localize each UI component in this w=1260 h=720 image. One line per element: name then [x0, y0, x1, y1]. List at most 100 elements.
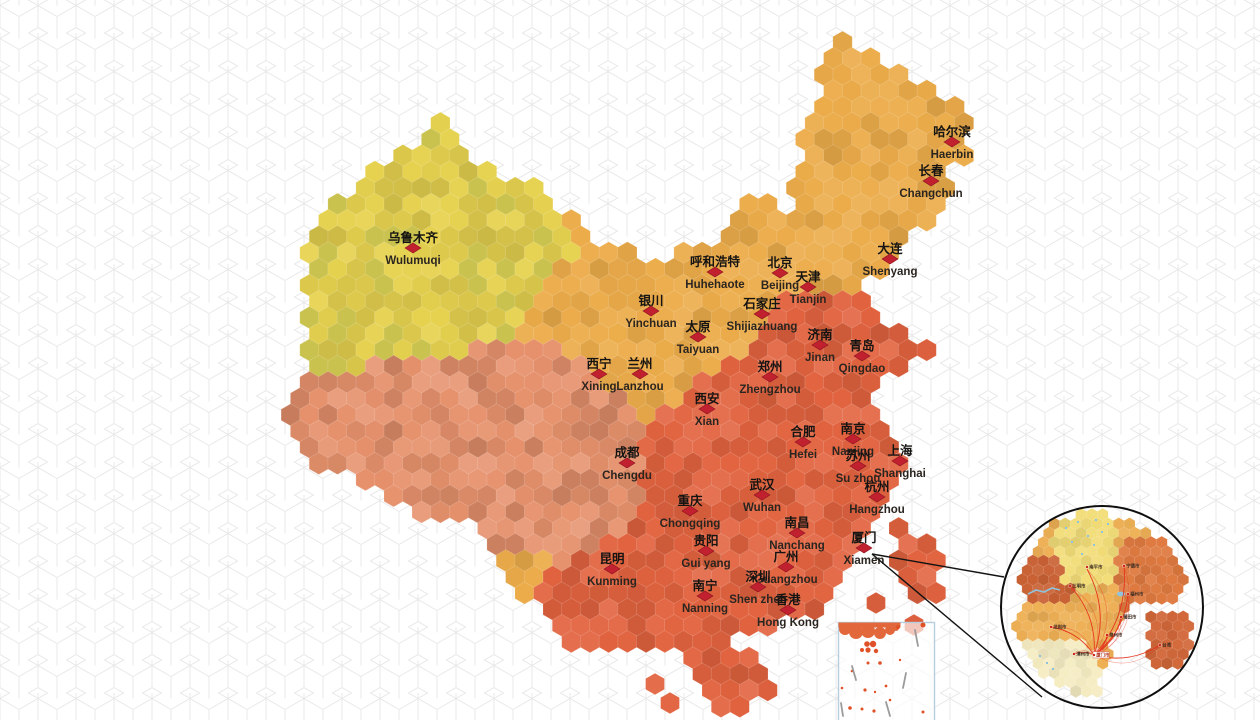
- inset-city-dot: [1072, 652, 1076, 656]
- city-name-cn: 杭州: [864, 479, 889, 494]
- city-name-cn: 上海: [887, 443, 913, 458]
- city-name-cn: 南京: [840, 421, 866, 436]
- sea-inset-coast: [861, 624, 875, 638]
- hex-tile: [729, 694, 750, 718]
- island-dot: [840, 686, 844, 690]
- south-china-sea-inset: [837, 621, 936, 720]
- flight-line: [1086, 568, 1101, 656]
- city-diamond-icon: [943, 136, 961, 148]
- sea-inset-coast: [839, 623, 851, 635]
- inset-city-label: 南平市: [1089, 564, 1103, 571]
- inset-city-台湾: 台湾: [1158, 642, 1172, 649]
- city-name-en: Hangzhou: [849, 504, 905, 516]
- city-name-cn: 香港: [774, 592, 801, 607]
- city-diamond-icon: [618, 457, 636, 469]
- inset-city-宁德市: 宁德市: [1122, 563, 1140, 570]
- city-name-en: Tianjin: [790, 294, 827, 306]
- hex-tile: [757, 678, 778, 702]
- flight-line: [1073, 651, 1095, 656]
- city-diamond-icon: [603, 563, 621, 575]
- city-marker-xian: 西安 Xian: [694, 391, 719, 428]
- hex-tile: [757, 613, 778, 637]
- inset-hex-tile: [1166, 591, 1179, 605]
- city-marker-taiyuan: 太原 Taiyuan: [677, 319, 720, 356]
- island-dot: [869, 640, 877, 648]
- island-dot: [873, 648, 879, 654]
- city-diamond-icon: [855, 542, 873, 554]
- flight-line: [1093, 565, 1125, 656]
- hex-tile: [660, 691, 680, 715]
- city-diamond-icon: [922, 175, 940, 187]
- city-name-cn: 深圳: [745, 569, 770, 584]
- city-diamond-icon: [404, 242, 422, 254]
- hex-tile: [866, 591, 886, 615]
- boundary-dash: [851, 665, 857, 681]
- city-marker-huhehaote: 呼和浩特 Huhehaote: [685, 254, 744, 291]
- city-marker-beijing: 北京 Beijing: [761, 255, 799, 292]
- flight-line: [1069, 585, 1099, 656]
- inset-city-dot: [1158, 643, 1162, 647]
- city-diamond-icon: [779, 604, 797, 616]
- city-name-en: Changchun: [899, 188, 962, 200]
- inset-city-漳州市: 漳州市: [1072, 651, 1090, 658]
- city-marker-guangzhou: 广州 Guangzhou: [754, 549, 817, 586]
- city-name-en: Qingdao: [839, 363, 886, 375]
- city-marker-chongqing: 重庆 Chongqing: [660, 493, 721, 530]
- city-name-en: Guangzhou: [754, 574, 817, 586]
- city-marker-wulumuqi: 乌鲁木齐 Wulumuqi: [385, 230, 440, 267]
- city-name-en: Kunming: [587, 576, 637, 588]
- city-name-en: Hefei: [789, 449, 817, 461]
- city-name-en: Beijing: [761, 280, 799, 292]
- city-name-en: Jinan: [805, 352, 835, 364]
- inset-city-label: 漳州市: [1076, 651, 1090, 658]
- city-diamond-icon: [631, 368, 649, 380]
- city-diamond-icon: [868, 491, 886, 503]
- island-dot: [878, 661, 882, 665]
- inset-city-福州市: 福州市: [1126, 591, 1144, 598]
- city-name-en: Wulumuqi: [385, 255, 440, 267]
- city-marker-jinan: 济南 Jinan: [805, 327, 835, 364]
- city-name-en: Chengdu: [602, 470, 652, 482]
- city-name-cn: 呼和浩特: [690, 254, 741, 269]
- inset-city-龙岩市: 龙岩市: [1049, 624, 1067, 631]
- inset-city-三明市: 三明市: [1068, 583, 1086, 590]
- flight-line: [1069, 585, 1095, 656]
- city-name-cn: 银川: [638, 293, 663, 308]
- hex-tile: [645, 672, 665, 696]
- hex-tile: [954, 144, 975, 168]
- city-diamond-icon: [849, 460, 867, 472]
- city-marker-hefei: 合肥 Hefei: [789, 424, 817, 461]
- city-name-en: Chongqing: [660, 518, 721, 530]
- water-dot: [1077, 521, 1079, 523]
- city-name-cn: 乌鲁木齐: [388, 230, 439, 245]
- island-dot: [860, 648, 864, 652]
- city-name-cn: 成都: [614, 445, 640, 460]
- island-dot: [898, 658, 902, 662]
- island-dot: [888, 698, 892, 702]
- city-marker-nanjing: 南京 Nanjing: [832, 421, 874, 458]
- city-name-cn: 大连: [877, 241, 903, 256]
- inset-hex-tile: [1172, 656, 1184, 671]
- water-dot: [1052, 668, 1054, 670]
- city-marker-wuhan: 武汉 Wuhan: [743, 477, 781, 514]
- hex-tile: [888, 354, 909, 378]
- inset-city-label: 宁德市: [1126, 563, 1140, 570]
- city-diamond-icon: [689, 331, 707, 343]
- city-name-cn: 昆明: [599, 551, 624, 566]
- city-name-cn: 贵阳: [693, 533, 718, 548]
- water-dot: [1087, 535, 1089, 537]
- city-name-en: Yinchuan: [625, 318, 676, 330]
- water-dot: [1101, 531, 1103, 533]
- inset-city-dot: [1119, 615, 1123, 619]
- city-diamond-icon: [753, 489, 771, 501]
- city-marker-hangzhou: 杭州 Hangzhou: [849, 479, 905, 516]
- city-marker-lanzhou: 兰州 Lanzhou: [616, 356, 663, 393]
- city-marker-hong-kong: 香港 Hong Kong: [757, 592, 819, 629]
- inset-city-dot: [1092, 653, 1096, 657]
- hex-tile: [916, 208, 937, 232]
- sea-inset-coast: [874, 627, 886, 639]
- inset-city-泉州市: 泉州市: [1105, 632, 1123, 639]
- inset-city-label: 厦门市: [1096, 652, 1110, 659]
